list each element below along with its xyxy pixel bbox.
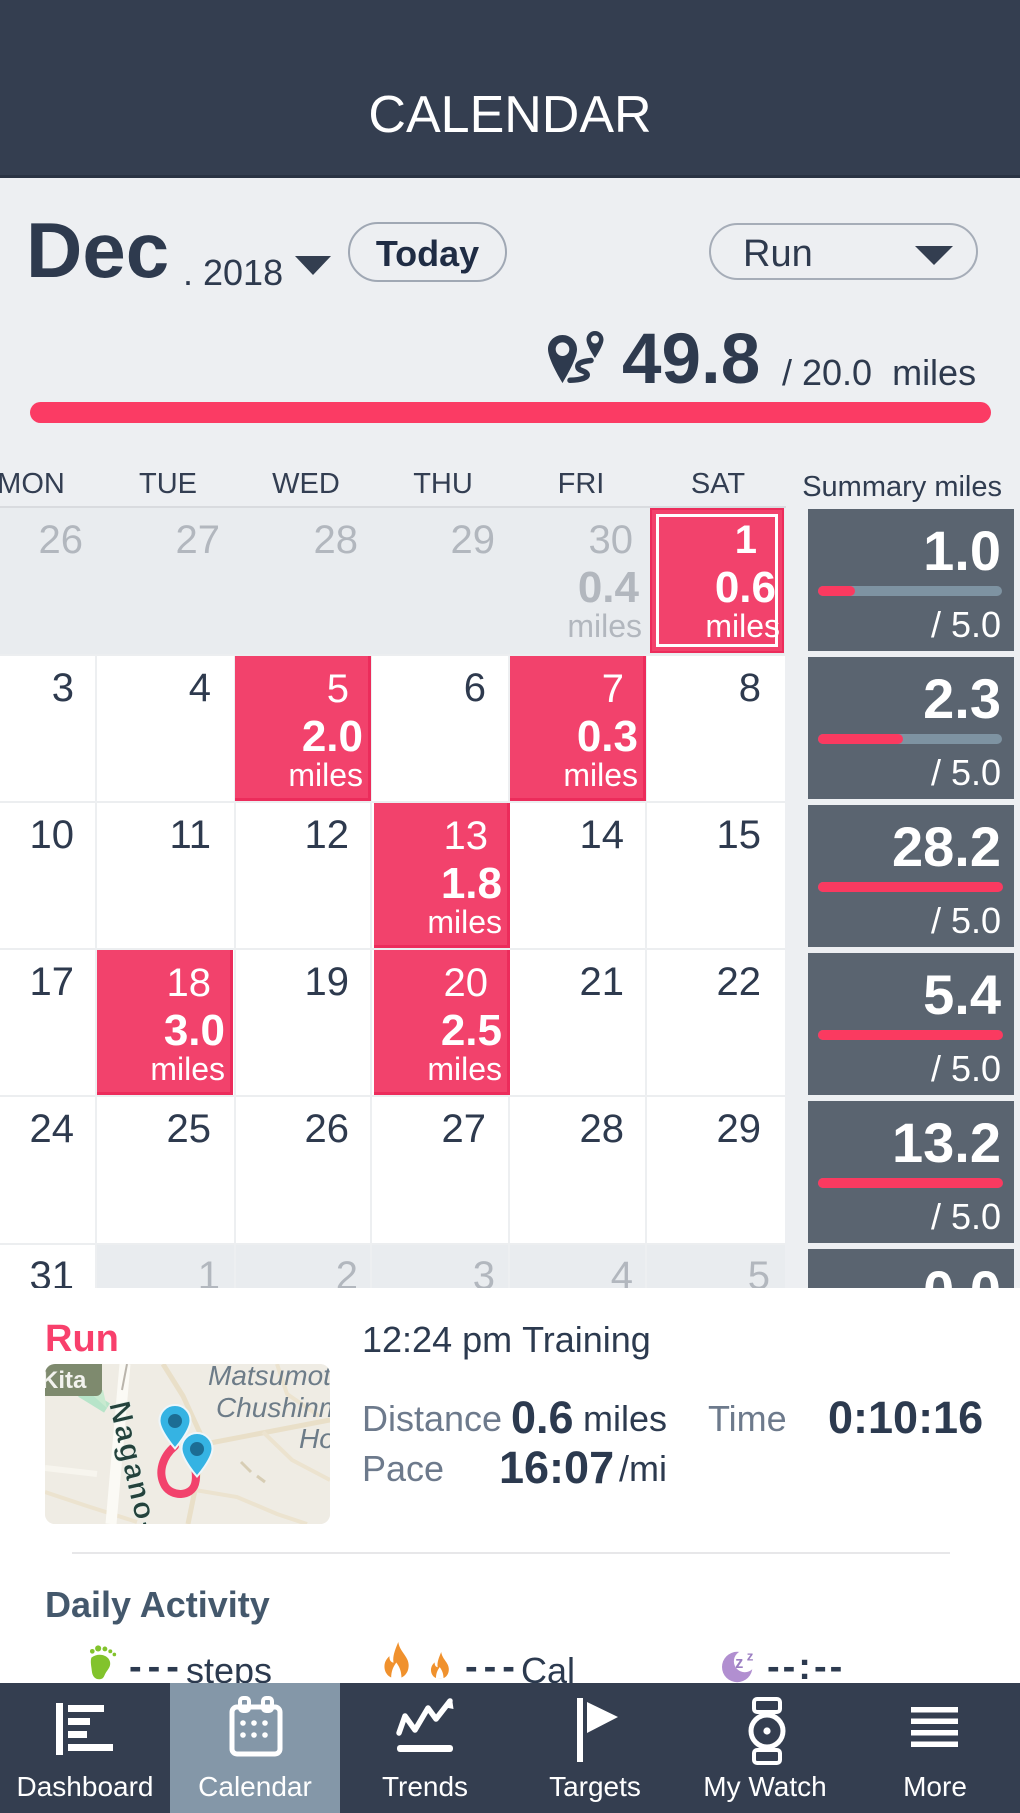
svg-text:z: z — [747, 1648, 754, 1663]
svg-text:Matsumot: Matsumot — [208, 1364, 330, 1391]
svg-text:Ho: Ho — [299, 1423, 330, 1454]
svg-text:Chushinm: Chushinm — [216, 1392, 330, 1423]
svg-text:Kita: Kita — [45, 1367, 87, 1394]
svg-text:z: z — [735, 1654, 743, 1672]
